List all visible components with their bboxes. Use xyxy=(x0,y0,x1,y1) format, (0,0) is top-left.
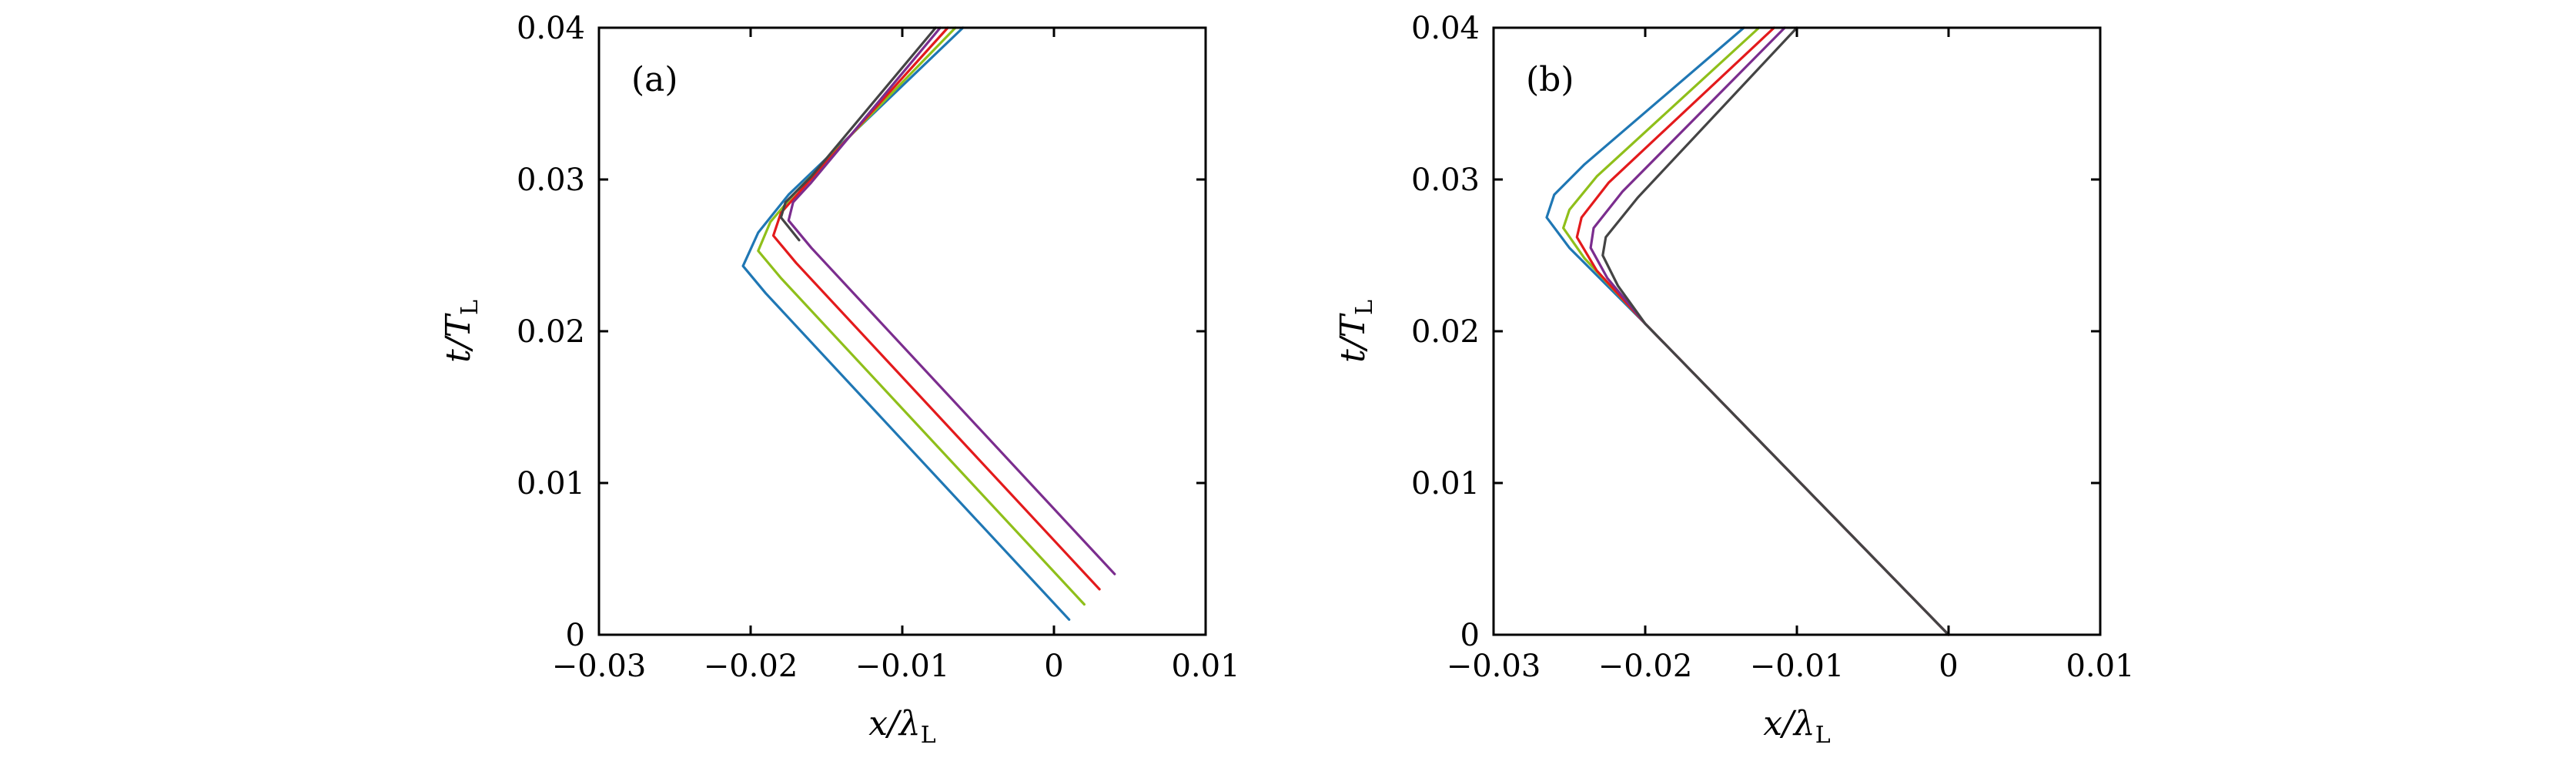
panel-a: −0.03 −0.02 −0.01 0 0.01 0 0.01 0.02 0.03 0.04 (a)… xyxy=(439,11,1240,749)
y-tick-label: 0 xyxy=(566,618,585,653)
x-axis-label-sub: L xyxy=(921,722,936,749)
x-axis-label: x/λL xyxy=(868,704,936,749)
series-line-5 xyxy=(1601,26,1950,636)
series-line-2 xyxy=(757,26,1086,606)
y-axis-label-sub: L xyxy=(1351,300,1378,315)
series-line-5 xyxy=(779,26,937,242)
y-axis-label-sub: L xyxy=(457,300,483,315)
series-line-3 xyxy=(1575,26,1950,636)
series-line-1 xyxy=(741,26,1071,621)
plot-frame xyxy=(1492,26,2102,636)
x-axis-label: x/λL xyxy=(1763,704,1831,749)
x-tick-label: −0.02 xyxy=(1598,649,1693,684)
y-tick-label: 0.02 xyxy=(517,314,585,350)
series-line-4 xyxy=(787,26,1116,575)
y-tick-label: 0.02 xyxy=(1411,314,1480,350)
y-axis-label-main: t/T xyxy=(1333,312,1373,363)
y-tick-label: 0.03 xyxy=(517,163,585,198)
series-line-2 xyxy=(1562,26,1950,636)
x-axis-label-main: x/λ xyxy=(868,704,921,743)
x-tick-label: 0 xyxy=(1939,649,1958,684)
x-tick-label: −0.01 xyxy=(1750,649,1845,684)
x-axis-label-sub: L xyxy=(1815,722,1831,749)
y-tick-label: 0.03 xyxy=(1411,163,1480,198)
plot-frame xyxy=(597,26,1207,636)
y-tick-label: 0.01 xyxy=(517,466,585,501)
x-tick-label: −0.03 xyxy=(552,649,647,684)
panel-label: (b) xyxy=(1526,60,1574,99)
series-line-3 xyxy=(771,26,1101,591)
panel-b: −0.03 −0.02 −0.01 0 0.01 0 0.01 0.02 0.03 0.04 (b)… xyxy=(1333,11,2135,749)
y-tick-label: 0 xyxy=(1460,618,1480,653)
y-tick-label: 0.01 xyxy=(1411,466,1480,501)
y-tick-label: 0.04 xyxy=(517,11,585,46)
y-axis-label: t/TL xyxy=(439,300,483,363)
x-tick-label: −0.01 xyxy=(855,649,950,684)
series-line-4 xyxy=(1589,26,1950,636)
y-tick-label: 0.04 xyxy=(1411,11,1480,46)
panel-label: (a) xyxy=(631,60,678,99)
y-axis-label-main: t/T xyxy=(439,312,478,363)
y-axis-label: t/TL xyxy=(1333,300,1378,363)
series-line-1 xyxy=(1545,26,1950,636)
x-tick-label: −0.03 xyxy=(1447,649,1541,684)
x-axis-label-main: x/λ xyxy=(1763,704,1815,743)
x-tick-label: 0 xyxy=(1044,649,1063,684)
x-tick-label: −0.02 xyxy=(704,649,798,684)
x-tick-label: 0.01 xyxy=(2066,649,2134,684)
x-tick-label: 0.01 xyxy=(1171,649,1239,684)
